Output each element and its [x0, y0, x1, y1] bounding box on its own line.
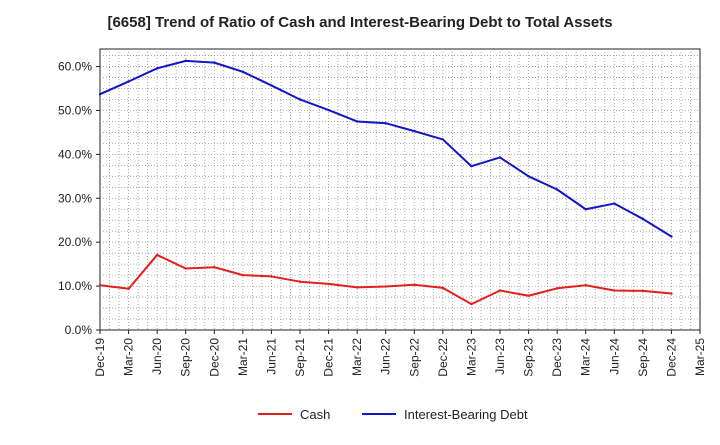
data-point [555, 287, 559, 290]
x-tick-label: Sep-21 [293, 338, 307, 377]
data-point [213, 266, 216, 269]
data-point [213, 61, 216, 64]
data-point [241, 273, 245, 277]
plot-area [99, 48, 701, 331]
data-point [241, 70, 245, 74]
legend-label: Cash [300, 407, 330, 422]
data-point [441, 138, 445, 141]
x-tick-label: Dec-21 [322, 338, 336, 377]
data-point [498, 289, 502, 292]
data-point [98, 93, 102, 96]
data-point [527, 175, 530, 178]
data-point [98, 284, 102, 287]
x-tick-label: Sep-23 [522, 338, 536, 377]
data-point [355, 286, 359, 289]
x-tick-label: Jun-20 [150, 338, 164, 375]
x-tick-label: Jun-21 [264, 338, 278, 375]
data-point [670, 292, 673, 295]
data-point [127, 287, 130, 290]
data-point [613, 202, 616, 205]
data-point [613, 289, 616, 292]
y-tick-label: 60.0% [58, 60, 92, 74]
x-tick-label: Mar-20 [122, 338, 136, 376]
x-tick-label: Mar-24 [579, 338, 593, 376]
data-point [355, 120, 359, 123]
x-tick-label: Dec-20 [207, 338, 221, 377]
chart-title: [6658] Trend of Ratio of Cash and Intere… [107, 14, 613, 31]
data-point [641, 289, 645, 293]
data-point [413, 129, 416, 133]
y-tick-label: 0.0% [65, 323, 93, 337]
x-tick-label: Dec-19 [93, 338, 107, 377]
data-point [327, 282, 330, 286]
data-point [441, 286, 445, 290]
x-tick-label: Dec-23 [550, 338, 564, 377]
data-point [155, 67, 159, 70]
y-tick-label: 10.0% [58, 279, 92, 293]
data-point [498, 156, 502, 159]
x-tick-label: Jun-24 [607, 338, 621, 375]
y-tick-label: 40.0% [58, 147, 92, 161]
data-point [270, 84, 273, 87]
data-point [298, 98, 302, 101]
data-point [270, 275, 273, 278]
x-tick-label: Mar-23 [464, 338, 478, 376]
x-tick-label: Dec-22 [436, 338, 450, 377]
x-tick-label: Sep-22 [407, 338, 421, 377]
data-point [298, 280, 302, 283]
data-point [470, 302, 473, 306]
data-point [584, 208, 587, 211]
x-tick-label: Mar-25 [693, 338, 707, 376]
x-tick-label: Dec-24 [664, 338, 678, 377]
data-point [470, 165, 473, 168]
data-point [184, 267, 187, 270]
x-tick-label: Mar-21 [236, 338, 250, 376]
data-point [555, 188, 559, 191]
x-tick-label: Sep-20 [179, 338, 193, 377]
data-point [127, 80, 130, 83]
data-point [527, 294, 530, 297]
x-tick-label: Jun-22 [379, 338, 393, 375]
y-tick-label: 20.0% [58, 235, 92, 249]
data-point [641, 217, 645, 221]
data-point [384, 285, 387, 288]
y-tick-label: 30.0% [58, 191, 92, 205]
data-point [670, 235, 673, 238]
legend-label: Interest-Bearing Debt [404, 407, 528, 422]
x-tick-label: Mar-22 [350, 338, 364, 376]
x-tick-label: Jun-23 [493, 338, 507, 375]
x-tick-label: Sep-24 [636, 338, 650, 377]
data-point [584, 284, 587, 287]
y-tick-label: 50.0% [58, 103, 92, 117]
data-point [155, 253, 159, 257]
data-point [184, 59, 187, 63]
data-point [327, 108, 330, 112]
data-point [384, 122, 387, 125]
data-point [413, 283, 416, 286]
